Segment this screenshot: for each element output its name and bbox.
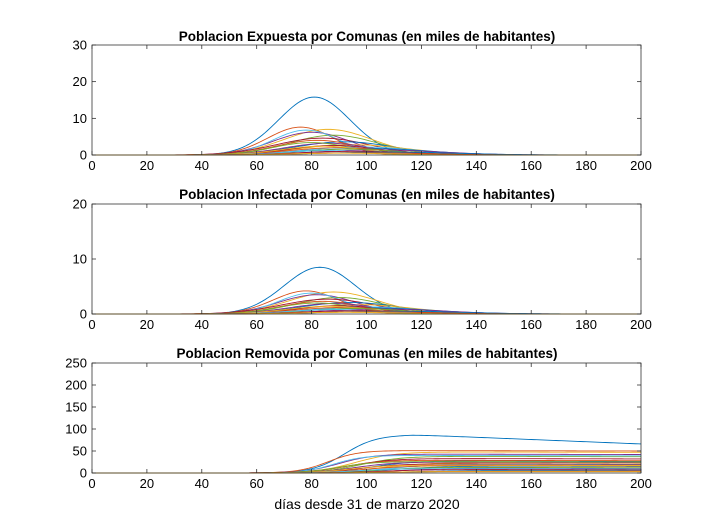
y-tick-label: 0 <box>80 148 87 163</box>
x-tick-label: 60 <box>249 158 263 173</box>
panel-exposed: Poblacion Expuesta por Comunas (en miles… <box>73 29 652 173</box>
x-tick-label: 140 <box>465 317 487 332</box>
x-tick-label: 80 <box>304 317 318 332</box>
x-tick-label: 160 <box>520 158 542 173</box>
x-tick-label: 120 <box>411 317 433 332</box>
x-tick-label: 40 <box>195 158 209 173</box>
chart-title: Poblacion Expuesta por Comunas (en miles… <box>179 29 556 44</box>
y-tick-label: 20 <box>73 74 87 89</box>
panel-infected: Poblacion Infectada por Comunas (en mile… <box>73 187 652 332</box>
x-tick-label: 80 <box>304 476 318 491</box>
y-tick-label: 10 <box>73 252 87 267</box>
plot-area <box>92 45 641 155</box>
y-tick-label: 100 <box>65 422 87 437</box>
x-tick-label: 0 <box>88 476 95 491</box>
y-tick-label: 20 <box>73 197 87 212</box>
y-tick-label: 0 <box>80 307 87 322</box>
x-tick-label: 40 <box>195 476 209 491</box>
x-tick-label: 100 <box>356 317 378 332</box>
x-tick-label: 200 <box>630 158 652 173</box>
x-tick-label: 20 <box>140 317 154 332</box>
x-tick-label: 120 <box>411 476 433 491</box>
x-tick-label: 140 <box>465 158 487 173</box>
x-tick-label: 60 <box>249 476 263 491</box>
y-tick-label: 150 <box>65 400 87 415</box>
plot-area <box>92 204 641 314</box>
x-tick-label: 0 <box>88 158 95 173</box>
x-tick-label: 40 <box>195 317 209 332</box>
x-tick-label: 120 <box>411 158 433 173</box>
x-tick-label: 200 <box>630 476 652 491</box>
x-tick-label: 0 <box>88 317 95 332</box>
y-tick-label: 0 <box>80 466 87 481</box>
x-tick-label: 180 <box>575 158 597 173</box>
y-tick-label: 30 <box>73 38 87 53</box>
x-tick-label: 180 <box>575 476 597 491</box>
x-tick-label: 160 <box>520 476 542 491</box>
x-tick-label: 80 <box>304 158 318 173</box>
x-axis-label: días desde 31 de marzo 2020 <box>274 496 459 512</box>
x-tick-label: 200 <box>630 317 652 332</box>
x-tick-label: 180 <box>575 317 597 332</box>
x-tick-label: 160 <box>520 317 542 332</box>
y-tick-label: 10 <box>73 111 87 126</box>
x-tick-label: 140 <box>465 476 487 491</box>
y-tick-label: 50 <box>73 444 87 459</box>
y-tick-label: 250 <box>65 356 87 371</box>
x-tick-label: 100 <box>356 158 378 173</box>
chart-title: Poblacion Infectada por Comunas (en mile… <box>179 187 555 202</box>
x-tick-label: 20 <box>140 476 154 491</box>
chart-title: Poblacion Removida por Comunas (en miles… <box>176 346 557 361</box>
x-tick-label: 60 <box>249 317 263 332</box>
panel-removed: Poblacion Removida por Comunas (en miles… <box>65 346 652 512</box>
y-tick-label: 200 <box>65 378 87 393</box>
x-tick-label: 100 <box>356 476 378 491</box>
x-tick-label: 20 <box>140 158 154 173</box>
